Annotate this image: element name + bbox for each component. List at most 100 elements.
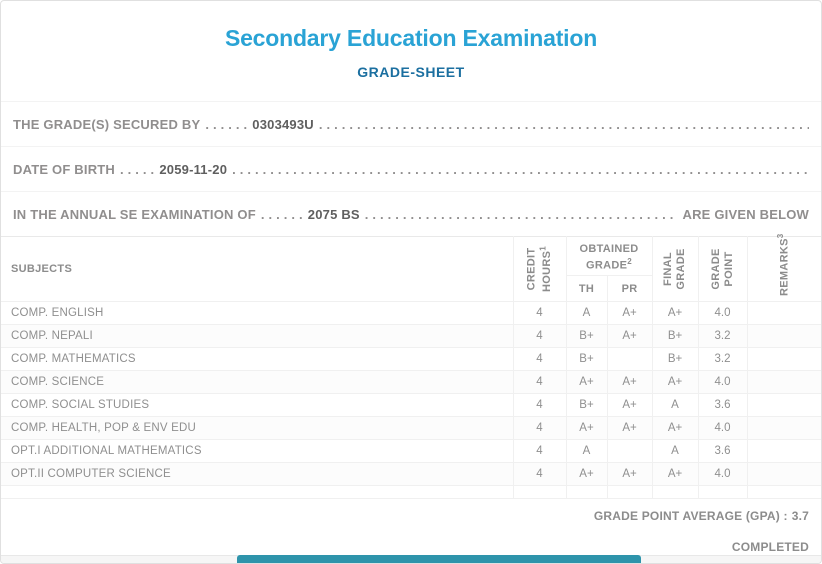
dot-leader: . . . . . . . . . . . . . . . . . . . . … [364, 206, 678, 222]
final-grade-label: FINAL GRADE [661, 248, 688, 290]
grade-point-cell: 3.6 [697, 439, 748, 463]
credit-cell: 4 [512, 416, 567, 440]
subject-cell: COMP. SOCIAL STUDIES [1, 393, 514, 417]
pr-grade-cell: A+ [606, 370, 653, 394]
pr-grade-cell: A+ [606, 416, 653, 440]
sheet-header: Secondary Education Examination GRADE-SH… [1, 1, 821, 101]
subject-cell: COMP. SCIENCE [1, 370, 514, 394]
subject-cell: COMP. ENGLISH [1, 301, 514, 325]
table-row: COMP. MATHEMATICS 4 B+ B+ 3.2 [1, 347, 821, 371]
th-grade-cell: A+ [565, 416, 608, 440]
table-row: COMP. SCIENCE 4 A+ A+ A+ 4.0 [1, 370, 821, 394]
credit-cell: 4 [512, 370, 567, 394]
grade-point-cell: 4.0 [697, 301, 748, 325]
credit-cell: 4 [512, 301, 567, 325]
col-header-pr: PR [606, 275, 653, 302]
table-row: COMP. NEPALI 4 B+ A+ B+ 3.2 [1, 324, 821, 348]
col-header-credit-hours: CREDIT HOURS1 [512, 236, 567, 302]
pr-grade-cell: A+ [606, 393, 653, 417]
grades-table: SUBJECTS CREDIT HOURS1 OBTAINED GRADE2 F… [1, 233, 821, 499]
table-row: COMP. SOCIAL STUDIES 4 B+ A+ A 3.6 [1, 393, 821, 417]
table-row: COMP. HEALTH, POP & ENV EDU 4 A+ A+ A+ 4… [1, 416, 821, 440]
col-header-obtained-grade: OBTAINED GRADE2 [565, 236, 653, 276]
partial-button-bar[interactable] [237, 555, 641, 563]
remarks-cell [746, 439, 821, 463]
col-header-grade-point: GRADE POINT [697, 236, 748, 302]
page-subtitle: GRADE-SHEET [357, 64, 465, 80]
col-header-th: TH [566, 275, 608, 302]
final-grade-cell: B+ [651, 347, 699, 371]
pr-grade-cell: A+ [606, 462, 653, 486]
pr-grade-cell [606, 439, 653, 463]
th-grade-cell: A [565, 301, 608, 325]
date-of-birth-label: DATE OF BIRTH [13, 161, 116, 177]
th-grade-cell: B+ [565, 324, 608, 348]
grade-point-cell: 4.0 [697, 462, 748, 486]
final-grade-cell: B+ [651, 324, 699, 348]
th-grade-cell: B+ [565, 393, 608, 417]
col-header-subjects: SUBJECTS [1, 236, 514, 302]
credit-cell [512, 485, 567, 499]
subject-cell: COMP. NEPALI [1, 324, 514, 348]
pr-grade-cell: A+ [606, 324, 653, 348]
credit-cell: 4 [512, 462, 567, 486]
date-of-birth-value: 2059-11-20 [159, 161, 228, 177]
obtained-grade-label: OBTAINED GRADE [579, 242, 639, 272]
table-row-empty [1, 485, 821, 499]
exam-year-line: IN THE ANNUAL SE EXAMINATION OF . . . . … [1, 191, 821, 236]
final-grade-cell: A+ [651, 462, 699, 486]
remarks-cell [746, 370, 821, 394]
subject-cell: OPT.II COMPUTER SCIENCE [1, 462, 514, 486]
subject-cell [1, 485, 514, 499]
remarks-cell [746, 324, 821, 348]
subject-cell: COMP. HEALTH, POP & ENV EDU [1, 416, 514, 440]
col-header-remarks: REMARKS3 [746, 233, 821, 302]
grade-point-cell: 4.0 [697, 416, 748, 440]
symbol-number-value: 0303493U [252, 116, 314, 132]
grade-point-label: GRADE POINT [709, 248, 735, 290]
gpa-row: GRADE POINT AVERAGE (GPA) : 3.7 [13, 505, 809, 527]
grade-point-cell: 3.2 [697, 347, 748, 371]
subject-cell: OPT.I ADDITIONAL MATHEMATICS [1, 439, 514, 463]
final-grade-cell: A [651, 393, 699, 417]
credit-cell: 4 [512, 393, 567, 417]
grade-point-cell: 3.2 [697, 324, 748, 348]
final-grade-cell: A+ [651, 301, 699, 325]
exam-year-label: IN THE ANNUAL SE EXAMINATION OF [13, 206, 256, 222]
are-given-below-label: ARE GIVEN BELOW [682, 206, 809, 222]
th-grade-cell: A [565, 439, 608, 463]
remarks-cell [746, 301, 821, 325]
final-grade-cell: A+ [651, 370, 699, 394]
status-badge: COMPLETED [731, 540, 809, 554]
th-grade-cell [565, 485, 608, 499]
date-of-birth-line: DATE OF BIRTH . . . . . 2059-11-20 . . .… [1, 146, 821, 191]
col-header-final-grade: FINAL GRADE [651, 236, 699, 302]
gpa-value: 3.7 [791, 509, 809, 523]
table-row: OPT.II COMPUTER SCIENCE 4 A+ A+ A+ 4.0 [1, 462, 821, 486]
grade-point-cell: 4.0 [697, 370, 748, 394]
remarks-cell [746, 393, 821, 417]
dot-leader: . . . . . . . . . . . . . . . . . . . . … [232, 161, 809, 177]
obtained-grade-footnote: 2 [627, 256, 632, 266]
pr-grade-cell [606, 485, 653, 499]
dot-leader: . . . . . . [260, 206, 303, 222]
remarks-cell [746, 347, 821, 371]
th-grade-cell: A+ [565, 462, 608, 486]
remarks-cell [746, 485, 821, 499]
remarks-footnote: 3 [776, 233, 786, 239]
credit-hours-footnote: 1 [538, 246, 548, 251]
pr-grade-cell: A+ [606, 301, 653, 325]
credit-cell: 4 [512, 347, 567, 371]
remarks-label: REMARKS [779, 238, 791, 296]
th-grade-cell: B+ [565, 347, 608, 371]
credit-cell: 4 [512, 439, 567, 463]
subject-cell: COMP. MATHEMATICS [1, 347, 514, 371]
remarks-cell [746, 462, 821, 486]
remarks-cell [746, 416, 821, 440]
final-grade-cell: A+ [651, 416, 699, 440]
grade-point-cell [697, 485, 748, 499]
grade-secured-line: THE GRADE(S) SECURED BY . . . . . . 0303… [1, 101, 821, 146]
exam-year-value: 2075 BS [307, 206, 360, 222]
gpa-label: GRADE POINT AVERAGE (GPA) : [593, 509, 788, 523]
